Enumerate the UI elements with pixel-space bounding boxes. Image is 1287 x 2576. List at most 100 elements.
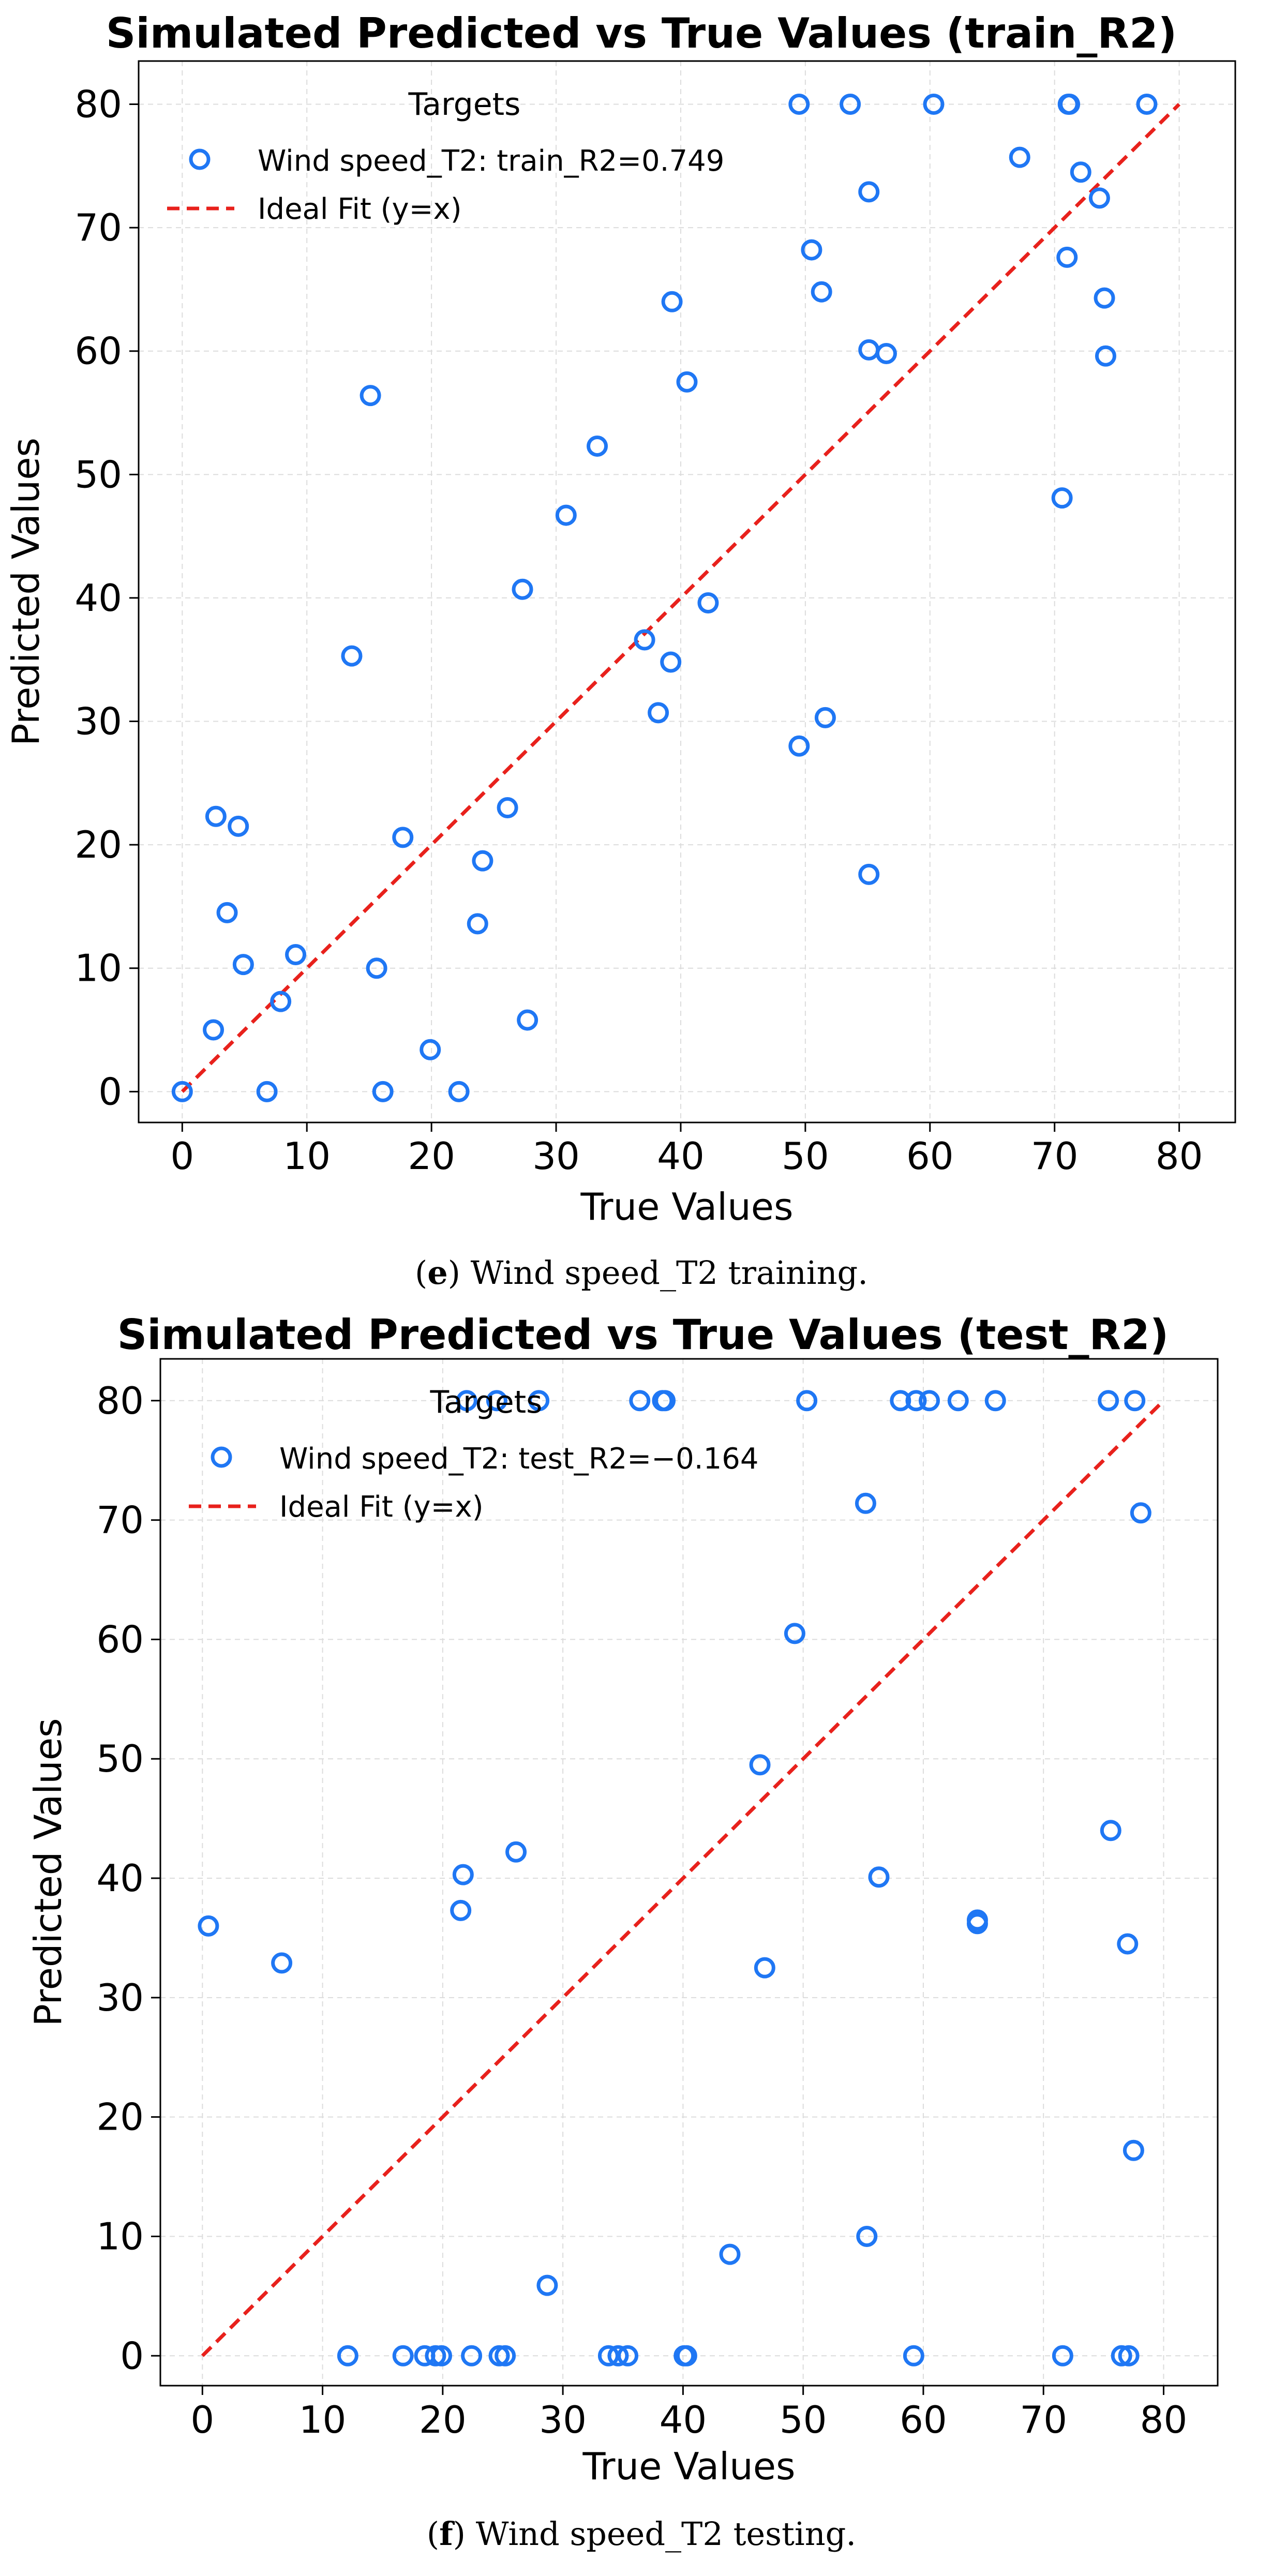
y-tick-label: 20 [74,823,122,866]
data-point [461,2345,483,2367]
data-point [1111,2345,1132,2367]
data-point [801,239,822,261]
legend-title: Targets [408,86,521,123]
data-point [923,94,945,115]
y-tick-label: 40 [96,1856,144,1900]
data-point [1056,246,1078,268]
chart-title: Simulated Predicted vs True Values (trai… [106,9,1177,57]
caption-text: Wind speed_T2 testing. [466,2515,856,2553]
data-point [654,1390,676,1412]
data-point [856,2225,878,2247]
y-tick-label: 70 [74,206,122,249]
data-point [450,1899,472,1921]
data-point [1117,1933,1139,1955]
data-point [505,1841,527,1863]
x-tick-label: 60 [900,2398,947,2442]
data-point [984,1390,1006,1412]
data-point [858,863,880,885]
plot-area [160,1359,1218,2386]
data-point [966,1913,988,1935]
data-point [648,702,669,724]
data-point [858,181,880,203]
ideal-fit-line [201,1399,1165,2357]
x-tick-label: 30 [532,1134,580,1178]
x-tick-label: 20 [408,1134,455,1178]
data-point [1009,146,1030,168]
y-tick-label: 50 [96,1737,144,1780]
figure-caption: (e) Wind speed_T2 training. [415,1254,868,1292]
x-tick-label: 20 [419,2398,467,2442]
y-tick-label: 20 [96,2095,144,2139]
chart-test: Simulated Predicted vs True Values (test… [26,1311,1219,2553]
data-point [919,1390,940,1412]
x-tick-label: 0 [170,1134,194,1178]
data-point [1052,2345,1073,2367]
x-tick-label: 30 [539,2398,587,2442]
data-point [749,1754,771,1776]
data-point [216,902,238,923]
y-tick-label: 30 [74,700,122,743]
y-tick-label: 70 [96,1499,144,1542]
axes-frame [159,1358,1219,2387]
data-point [203,1019,225,1041]
x-tick-label: 10 [299,2398,347,2442]
legend-title: Targets [430,1384,543,1420]
data-point [719,2243,741,2265]
data-point [431,2345,453,2367]
data-point [1094,287,1115,309]
caption-label: f [439,2515,455,2553]
y-tick-label: 60 [96,1618,144,1661]
data-point [488,2345,510,2367]
data-point [228,815,249,837]
legend: Targets Wind speed_T2: test_R2=−0.164 Idea… [189,1384,758,1524]
y-axis-label: Predicted Values [4,438,48,746]
y-tick-label: 30 [96,1976,144,2019]
data-point [271,1952,293,1974]
data-point [497,797,518,819]
x-tick-label: 40 [660,2398,707,2442]
data-point [629,1390,651,1412]
legend-entry-series: Wind speed_T2: test_R2=−0.164 [279,1442,758,1476]
y-tick-label: 0 [98,1070,122,1113]
data-point [855,1492,876,1514]
y-axis-label: Predicted Values [26,1718,70,2026]
data-point [517,1009,538,1031]
data-point [607,2345,629,2367]
data-point [270,991,292,1012]
data-point [660,651,682,673]
data-point [536,2274,558,2296]
caption-paren-open: ( [427,2515,439,2553]
scatter-points [171,94,1158,1102]
legend-marker-icon [211,1446,232,1468]
legend-entry-series: Wind speed_T2: train_R2=0.749 [258,144,724,178]
data-point [555,504,577,526]
x-tick-label: 80 [1140,2398,1188,2442]
figure-caption: (f) Wind speed_T2 testing. [427,2515,856,2553]
y-tick-label: 80 [74,83,122,126]
y-tick-label: 50 [74,453,122,496]
data-point [1124,1390,1146,1412]
y-tick-label: 10 [74,947,122,990]
scatter-points [198,1390,1151,2367]
data-point [617,2345,639,2367]
data-point [232,954,254,976]
data-point [903,2345,924,2367]
data-point [372,1081,394,1102]
data-point [890,1390,911,1412]
data-point [587,435,608,457]
data-point [1100,1820,1121,1841]
data-point [171,1081,193,1102]
legend-entry-ideal-fit: Ideal Fit (y=x) [279,1490,484,1524]
data-point [420,1039,441,1060]
data-point [1059,94,1081,115]
data-point [512,578,533,600]
data-point [285,943,307,965]
data-point [1070,161,1091,183]
data-point [360,385,381,407]
x-axis-label: True Values [580,1185,793,1229]
grid [139,61,1235,1122]
caption-label: e [427,1254,447,1292]
caption-text: Wind speed_T2 training. [460,1254,868,1292]
data-point [947,1390,969,1412]
